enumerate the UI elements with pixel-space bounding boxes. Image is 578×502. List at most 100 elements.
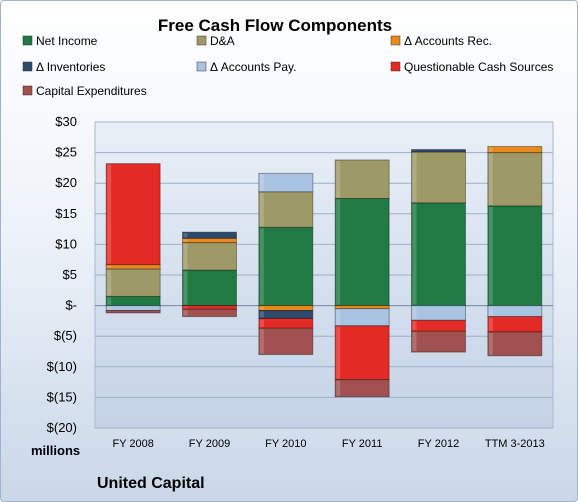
bar-highlight [488, 153, 493, 205]
bar-delta-accounts-pay-fy-2011 [334, 308, 390, 327]
bar-questionable-cash-sources-fy-2008 [105, 163, 161, 266]
bar-highlight [412, 203, 417, 305]
legend-swatch-delta-inventories [22, 61, 33, 72]
bar-group-fy-2012 [411, 149, 466, 353]
bar-capital-expenditures-fy-2009 [182, 308, 237, 318]
chart-title: Free Cash Flow Components [158, 16, 392, 35]
bar-highlight [259, 306, 264, 310]
y-tick-label: $30 [55, 114, 77, 129]
legend-label-questionable-cash-sources: Questionable Cash Sources [404, 60, 553, 74]
legend-item-delta-inventories: Δ Inventories [22, 60, 105, 74]
bar-capital-expenditures-fy-2011 [334, 379, 390, 398]
y-tick-label: $(15) [47, 389, 77, 404]
legend-item-questionable-cash-sources: Questionable Cash Sources [390, 60, 553, 74]
legend-swatch-delta-accounts-rec [390, 35, 401, 46]
company-name: United Capital [97, 475, 205, 492]
bar-highlight [488, 147, 493, 152]
bar-net-income-fy-2011 [334, 198, 390, 307]
legend-item-net-income: Net Income [22, 34, 98, 48]
bar-net-income-fy-2008 [105, 295, 161, 307]
bar-highlight [183, 239, 188, 242]
y-tick-label: $20 [55, 175, 77, 190]
bar-highlight [488, 317, 493, 331]
y-tick-label: $5 [63, 267, 77, 282]
bar-net-income-fy-2010 [258, 226, 314, 307]
bar-group-fy-2008 [105, 163, 161, 314]
bar-highlight [336, 309, 341, 325]
bar-highlight [107, 306, 112, 310]
legend-label-delta-accounts-pay: Δ Accounts Pay. [210, 60, 297, 74]
x-category-label: FY 2010 [265, 438, 306, 450]
bar-questionable-cash-sources-fy-2010 [258, 317, 314, 329]
bar-highlight [183, 243, 188, 270]
legend-swatch-questionable-cash-sources [390, 61, 401, 72]
bar-d-a-fy-2010 [258, 191, 314, 228]
bar-questionable-cash-sources-fy-2009 [182, 305, 237, 310]
bar-net-income-ttm-3-2013 [487, 205, 543, 307]
bar-delta-accounts-pay-ttm-3-2013 [487, 305, 543, 318]
bar-highlight [336, 199, 341, 305]
bar-highlight [183, 310, 188, 316]
bar-highlight [107, 297, 112, 305]
bar-delta-inventories-fy-2010 [258, 309, 314, 319]
x-category-label: FY 2009 [189, 438, 230, 450]
bar-highlight [259, 311, 264, 318]
bar-highlight [488, 206, 493, 305]
legend-item-capital-expenditures: Capital Expenditures [22, 84, 147, 98]
legend-label-capital-expenditures: Capital Expenditures [36, 84, 147, 98]
x-category-label: FY 2011 [342, 438, 383, 450]
bar-questionable-cash-sources-fy-2011 [334, 325, 390, 381]
bar-capital-expenditures-fy-2010 [258, 327, 314, 356]
legend-label-net-income: Net Income [36, 34, 98, 48]
y-tick-label: $(10) [47, 359, 77, 374]
bar-highlight [336, 326, 341, 379]
bar-delta-inventories-fy-2012 [411, 149, 466, 153]
bar-group-fy-2009 [182, 231, 237, 318]
y-tick-label: $- [65, 298, 77, 313]
bar-highlight [488, 306, 493, 316]
bar-highlight [259, 174, 264, 191]
y-axis-ticks: $30 $25 $20 $15 $10 $5 $- $(5) $(10) $(15) $(20) [47, 114, 77, 435]
legend-swatch-d-a [196, 35, 207, 46]
gridlines [95, 121, 553, 429]
y-tick-label: $10 [55, 236, 77, 251]
bar-highlight [336, 306, 341, 308]
legend-item-d-a: D&A [196, 34, 235, 48]
bar-highlight [183, 306, 188, 309]
bar-highlight [259, 228, 264, 305]
bar-highlight [183, 233, 188, 238]
bar-capital-expenditures-fy-2012 [411, 330, 466, 353]
bar-highlight [107, 265, 112, 268]
bar-group-ttm-3-2013 [487, 145, 543, 357]
legend-swatch-delta-accounts-pay [196, 61, 207, 72]
legend-label-d-a: D&A [210, 34, 235, 48]
bar-questionable-cash-sources-fy-2012 [411, 319, 466, 332]
bar-highlight [183, 271, 188, 305]
bar-highlight [259, 329, 264, 354]
bar-highlight [488, 332, 493, 355]
bar-highlight [336, 380, 341, 396]
bar-d-a-ttm-3-2013 [487, 152, 543, 207]
bar-highlight [107, 164, 112, 264]
legend-swatch-net-income [22, 35, 33, 46]
legend-swatch-capital-expenditures [22, 85, 33, 96]
legend-item-delta-accounts-pay: Δ Accounts Pay. [196, 60, 297, 74]
bar-delta-inventories-fy-2009 [182, 231, 237, 239]
legend-item-delta-accounts-rec: Δ Accounts Rec. [390, 34, 492, 48]
bar-delta-accounts-pay-fy-2010 [258, 172, 314, 193]
bar-delta-accounts-rec-ttm-3-2013 [487, 145, 543, 154]
bar-d-a-fy-2011 [334, 159, 390, 199]
bar-highlight [107, 269, 112, 296]
bar-net-income-fy-2009 [182, 269, 237, 307]
bar-delta-accounts-rec-fy-2009 [182, 237, 237, 244]
x-axis-categories: FY 2008 FY 2009 FY 2010 FY 2011 FY 2012 TTM 3… [112, 438, 544, 450]
bar-group-fy-2011 [334, 159, 390, 398]
y-tick-label: $25 [55, 145, 77, 160]
x-category-label: TTM 3-2013 [485, 438, 545, 450]
bar-highlight [259, 319, 264, 328]
bar-delta-accounts-rec-fy-2008 [105, 264, 161, 270]
bar-highlight [412, 321, 417, 331]
bar-capital-expenditures-fy-2008 [105, 309, 161, 314]
bar-highlight [412, 306, 417, 320]
